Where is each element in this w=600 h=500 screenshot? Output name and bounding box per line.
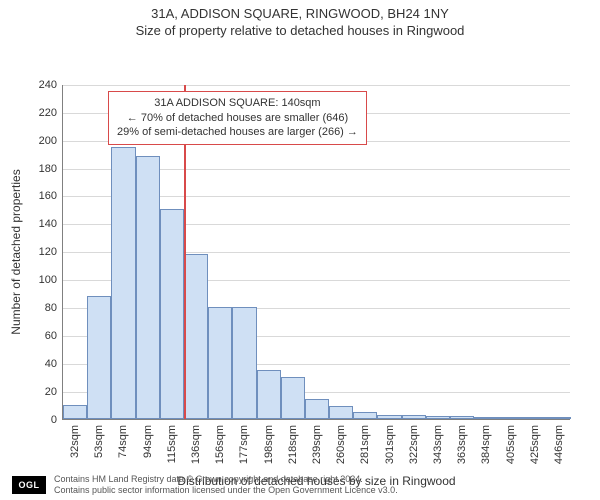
chart: Number of detached properties 31A ADDISO… xyxy=(0,40,600,490)
annotation-line3: 29% of semi-detached houses are larger (… xyxy=(117,125,358,140)
y-tick-label: 240 xyxy=(39,79,63,91)
y-tick-label: 20 xyxy=(45,386,63,398)
x-tick-label: 74sqm xyxy=(117,425,129,458)
bar xyxy=(329,406,353,419)
y-axis-title: Number of detached properties xyxy=(9,170,23,335)
x-tick-label: 198sqm xyxy=(263,425,275,464)
y-tick-label: 200 xyxy=(39,135,63,147)
y-tick-label: 40 xyxy=(45,358,63,370)
bar xyxy=(208,307,232,419)
bar xyxy=(111,147,135,419)
x-tick-label: 260sqm xyxy=(335,425,347,464)
page-title-line1: 31A, ADDISON SQUARE, RINGWOOD, BH24 1NY xyxy=(0,0,600,23)
bar xyxy=(232,307,256,419)
x-tick-label: 32sqm xyxy=(69,425,81,458)
y-tick-label: 80 xyxy=(45,302,63,314)
x-tick-label: 53sqm xyxy=(93,425,105,458)
x-tick-label: 177sqm xyxy=(238,425,250,464)
bar xyxy=(426,416,450,419)
ogl-badge-icon: OGL xyxy=(12,476,46,494)
y-tick-label: 120 xyxy=(39,246,63,258)
x-tick-label: 343sqm xyxy=(432,425,444,464)
y-tick-label: 160 xyxy=(39,190,63,202)
bar xyxy=(136,156,160,418)
x-tick-label: 281sqm xyxy=(359,425,371,464)
x-tick-label: 322sqm xyxy=(408,425,420,464)
x-tick-label: 94sqm xyxy=(142,425,154,458)
bar xyxy=(523,417,547,419)
y-tick-label: 100 xyxy=(39,274,63,286)
x-tick-label: 218sqm xyxy=(287,425,299,464)
footer-line2: Contains public sector information licen… xyxy=(54,485,398,496)
bar xyxy=(377,415,401,419)
x-tick-label: 156sqm xyxy=(214,425,226,464)
x-tick-label: 239sqm xyxy=(311,425,323,464)
page-title-line2: Size of property relative to detached ho… xyxy=(0,23,600,40)
bar xyxy=(281,377,305,419)
y-tick-label: 0 xyxy=(51,414,63,426)
annotation-box: 31A ADDISON SQUARE: 140sqm ← 70% of deta… xyxy=(108,91,367,146)
plot-area: 31A ADDISON SQUARE: 140sqm ← 70% of deta… xyxy=(62,85,570,420)
bar xyxy=(87,296,111,419)
x-tick-label: 115sqm xyxy=(166,425,178,463)
x-tick-label: 425sqm xyxy=(529,425,541,464)
annotation-line1: 31A ADDISON SQUARE: 140sqm xyxy=(117,96,358,111)
bar xyxy=(63,405,87,419)
bar xyxy=(184,254,208,419)
bar xyxy=(305,399,329,419)
bar xyxy=(450,416,474,419)
bar xyxy=(353,412,377,419)
bar xyxy=(402,415,426,419)
bar xyxy=(257,370,281,419)
footer: OGL Contains HM Land Registry data © Cro… xyxy=(0,474,600,497)
x-tick-label: 384sqm xyxy=(480,425,492,464)
y-tick-label: 180 xyxy=(39,163,63,175)
x-tick-label: 301sqm xyxy=(384,425,396,464)
footer-line1: Contains HM Land Registry data © Crown c… xyxy=(54,474,398,485)
bar xyxy=(160,209,184,418)
y-tick-label: 140 xyxy=(39,218,63,230)
bar xyxy=(547,417,571,419)
footer-text: Contains HM Land Registry data © Crown c… xyxy=(54,474,398,497)
x-tick-label: 405sqm xyxy=(505,425,517,464)
y-tick-label: 60 xyxy=(45,330,63,342)
x-tick-label: 363sqm xyxy=(456,425,468,464)
y-tick-label: 220 xyxy=(39,107,63,119)
x-tick-label: 136sqm xyxy=(190,425,202,464)
bar xyxy=(498,417,522,419)
annotation-line2: ← 70% of detached houses are smaller (64… xyxy=(117,111,358,126)
bar xyxy=(474,417,498,419)
x-tick-label: 446sqm xyxy=(553,425,565,464)
